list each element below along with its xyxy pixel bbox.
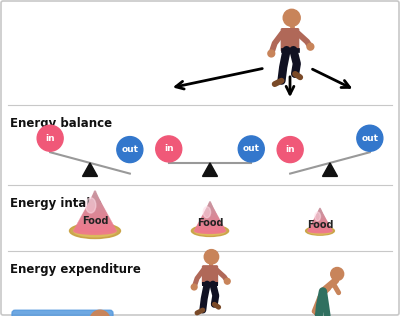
Ellipse shape [203,207,211,218]
Ellipse shape [308,229,332,233]
Ellipse shape [312,222,328,225]
Circle shape [307,43,314,50]
Ellipse shape [315,212,320,221]
Circle shape [238,136,264,162]
Ellipse shape [203,213,217,218]
Ellipse shape [79,218,111,225]
Ellipse shape [90,199,100,206]
Ellipse shape [78,220,112,227]
Ellipse shape [316,215,324,219]
Circle shape [156,136,182,162]
Ellipse shape [318,212,322,216]
Text: Energy intake: Energy intake [10,197,102,210]
Polygon shape [202,163,218,176]
Ellipse shape [314,218,326,222]
Circle shape [224,278,230,284]
Ellipse shape [81,214,109,221]
Ellipse shape [204,210,216,215]
Circle shape [204,250,219,264]
Ellipse shape [197,224,223,229]
Ellipse shape [202,215,218,219]
Ellipse shape [309,228,331,232]
Ellipse shape [74,228,116,234]
Ellipse shape [310,225,330,228]
Ellipse shape [82,212,108,219]
FancyBboxPatch shape [12,310,113,316]
Polygon shape [322,163,338,176]
Ellipse shape [311,223,329,228]
Ellipse shape [88,203,102,210]
Ellipse shape [76,224,114,230]
Ellipse shape [316,214,324,218]
Ellipse shape [77,222,113,228]
Ellipse shape [80,216,110,223]
Circle shape [191,284,197,290]
Circle shape [331,268,344,281]
Text: in: in [164,144,174,153]
Ellipse shape [202,216,218,221]
Text: Food: Food [197,218,223,228]
Text: in: in [45,134,55,143]
Text: Food: Food [307,220,333,230]
FancyBboxPatch shape [281,29,299,51]
Circle shape [37,125,63,151]
Ellipse shape [313,220,327,224]
Ellipse shape [86,206,104,213]
Ellipse shape [208,205,212,210]
Polygon shape [82,163,98,176]
Text: Energy expenditure: Energy expenditure [10,263,141,276]
Ellipse shape [207,206,213,211]
Text: out: out [361,134,378,143]
Ellipse shape [199,220,221,225]
Ellipse shape [208,203,212,208]
Ellipse shape [91,197,99,204]
Ellipse shape [198,223,222,228]
Circle shape [283,9,300,26]
Ellipse shape [195,227,225,232]
Ellipse shape [74,225,116,237]
Ellipse shape [196,226,224,231]
Ellipse shape [319,210,321,213]
Ellipse shape [94,191,96,198]
Ellipse shape [204,212,216,216]
Circle shape [268,50,275,57]
Ellipse shape [192,225,229,236]
Ellipse shape [198,222,222,226]
Ellipse shape [70,223,120,239]
Ellipse shape [83,210,107,217]
Ellipse shape [86,198,96,213]
Ellipse shape [308,228,332,234]
Ellipse shape [314,219,327,223]
Text: in: in [285,145,295,154]
Ellipse shape [86,204,104,211]
Ellipse shape [93,193,97,200]
Ellipse shape [205,209,215,214]
Text: Food: Food [82,216,108,226]
Ellipse shape [200,219,220,224]
Ellipse shape [206,208,214,212]
Ellipse shape [315,216,325,220]
Ellipse shape [318,210,322,215]
Ellipse shape [309,227,331,231]
Ellipse shape [89,201,101,208]
Ellipse shape [84,208,106,215]
Circle shape [277,137,303,163]
Text: out: out [243,144,260,153]
Ellipse shape [312,222,328,226]
FancyBboxPatch shape [202,266,218,285]
Circle shape [90,310,110,316]
Ellipse shape [194,227,226,235]
Ellipse shape [310,226,330,229]
Ellipse shape [315,217,326,221]
Text: Energy balance: Energy balance [10,117,112,130]
Circle shape [117,137,143,163]
Ellipse shape [306,227,334,235]
Text: out: out [121,145,138,154]
Ellipse shape [194,228,226,233]
Ellipse shape [319,209,321,212]
Ellipse shape [201,217,219,222]
Ellipse shape [209,202,211,207]
Ellipse shape [317,213,323,216]
Ellipse shape [75,226,115,232]
